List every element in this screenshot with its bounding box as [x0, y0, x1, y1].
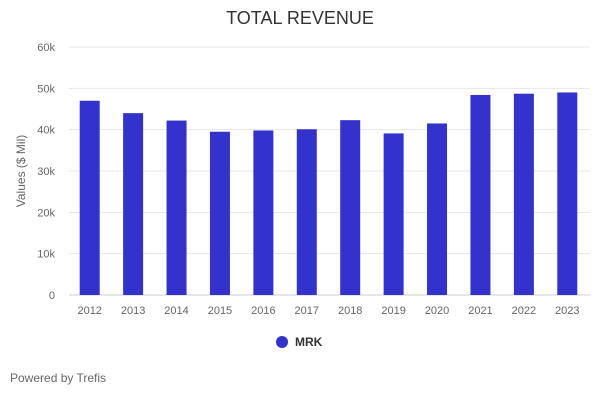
x-tick-label: 2021 [468, 305, 492, 317]
legend-dot [276, 336, 288, 348]
x-tick-label: 2012 [77, 305, 101, 317]
y-tick-label: 40k [37, 125, 55, 137]
bar-chart: 0 10k 20k 30k 40k 50k 60k Values ($ Mil) 2012 201… [14, 42, 590, 317]
bar-2023[interactable] [557, 92, 578, 295]
x-tick-label: 2016 [251, 305, 275, 317]
x-tick-label: 2015 [208, 305, 232, 317]
y-tick-label: 30k [37, 166, 55, 178]
y-tick-label: 60k [37, 42, 55, 54]
y-tick-label: 20k [37, 207, 55, 219]
bar-2019[interactable] [383, 133, 404, 295]
chart-title: TOTAL REVENUE [226, 8, 374, 28]
bar-2020[interactable] [427, 123, 448, 295]
bar-2016[interactable] [253, 130, 274, 295]
x-tick-label: 2022 [512, 305, 536, 317]
bar-2014[interactable] [166, 120, 187, 295]
x-tick-label: 2023 [555, 305, 579, 317]
x-tick-label: 2018 [338, 305, 362, 317]
bar-2012[interactable] [79, 100, 100, 295]
x-tick-label: 2017 [295, 305, 319, 317]
x-tick-label: 2019 [381, 305, 405, 317]
bar-2017[interactable] [296, 129, 317, 295]
bar-2018[interactable] [340, 120, 361, 295]
legend-label: MRK [295, 335, 323, 349]
x-tick-label: 2014 [164, 305, 188, 317]
powered-by-credit: Powered by Trefis [10, 371, 107, 385]
bar-2015[interactable] [209, 131, 230, 295]
x-tick-label: 2020 [425, 305, 449, 317]
y-tick-label: 10k [37, 249, 55, 261]
y-tick-label: 50k [37, 83, 55, 95]
bar-2013[interactable] [123, 113, 144, 295]
legend-item-mrk[interactable]: MRK [276, 335, 322, 349]
y-tick-label: 0 [49, 290, 55, 302]
bar-2021[interactable] [470, 94, 491, 296]
x-tick-label: 2013 [121, 305, 145, 317]
bar-2022[interactable] [513, 93, 534, 295]
y-axis-label: Values ($ Mil) [14, 135, 28, 207]
